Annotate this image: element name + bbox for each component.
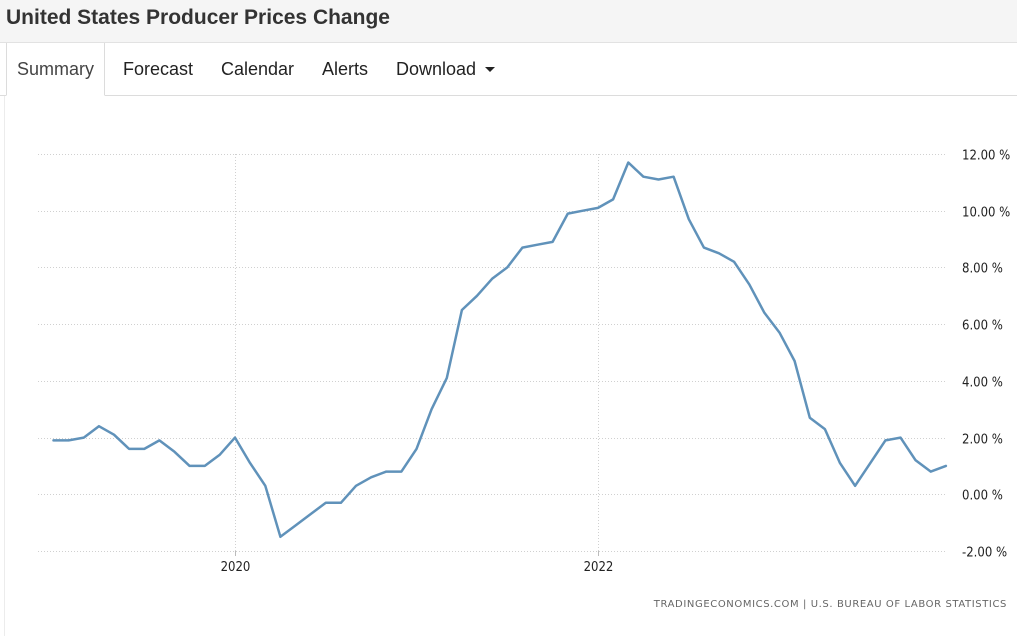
page-title: United States Producer Prices Change: [6, 6, 390, 29]
y-tick-label: 0.00 %: [962, 489, 1003, 504]
tab-forecast[interactable]: Forecast: [123, 59, 194, 79]
source-attribution: TRADINGECONOMICS.COM | U.S. BUREAU OF LA…: [653, 599, 1007, 610]
line-chart: 12.00 % 10.00 % 8.00 % 6.00 % 4.00 % 2.00 % 0.…: [38, 149, 1010, 575]
tab-download[interactable]: Download: [396, 43, 496, 95]
y-tick-label: 8.00 %: [962, 262, 1003, 277]
y-tick-label: 6.00 %: [962, 319, 1003, 334]
chevron-down-icon: [485, 67, 496, 72]
y-tick-label: 2.00 %: [962, 433, 1003, 448]
x-tick-label: 2020: [221, 560, 251, 575]
y-tick-label: -2.00 %: [962, 546, 1007, 561]
tab-alerts[interactable]: Alerts: [322, 59, 369, 79]
series-line: [52, 161, 948, 539]
tab-bar: Summary Forecast Calendar Alerts Downloa…: [0, 43, 1017, 96]
y-tick-label: 12.00 %: [962, 149, 1010, 164]
tab-download-label: Download: [396, 59, 477, 79]
tab-summary[interactable]: Summary: [6, 43, 106, 96]
chart-area: 12.00 % 10.00 % 8.00 % 6.00 % 4.00 % 2.00 % 0.…: [4, 96, 1017, 636]
x-tick-label: 2022: [584, 560, 614, 575]
tab-calendar[interactable]: Calendar: [221, 59, 295, 79]
y-tick-label: 4.00 %: [962, 376, 1003, 391]
y-tick-label: 10.00 %: [962, 206, 1010, 221]
title-bar: United States Producer Prices Change: [0, 0, 1017, 43]
